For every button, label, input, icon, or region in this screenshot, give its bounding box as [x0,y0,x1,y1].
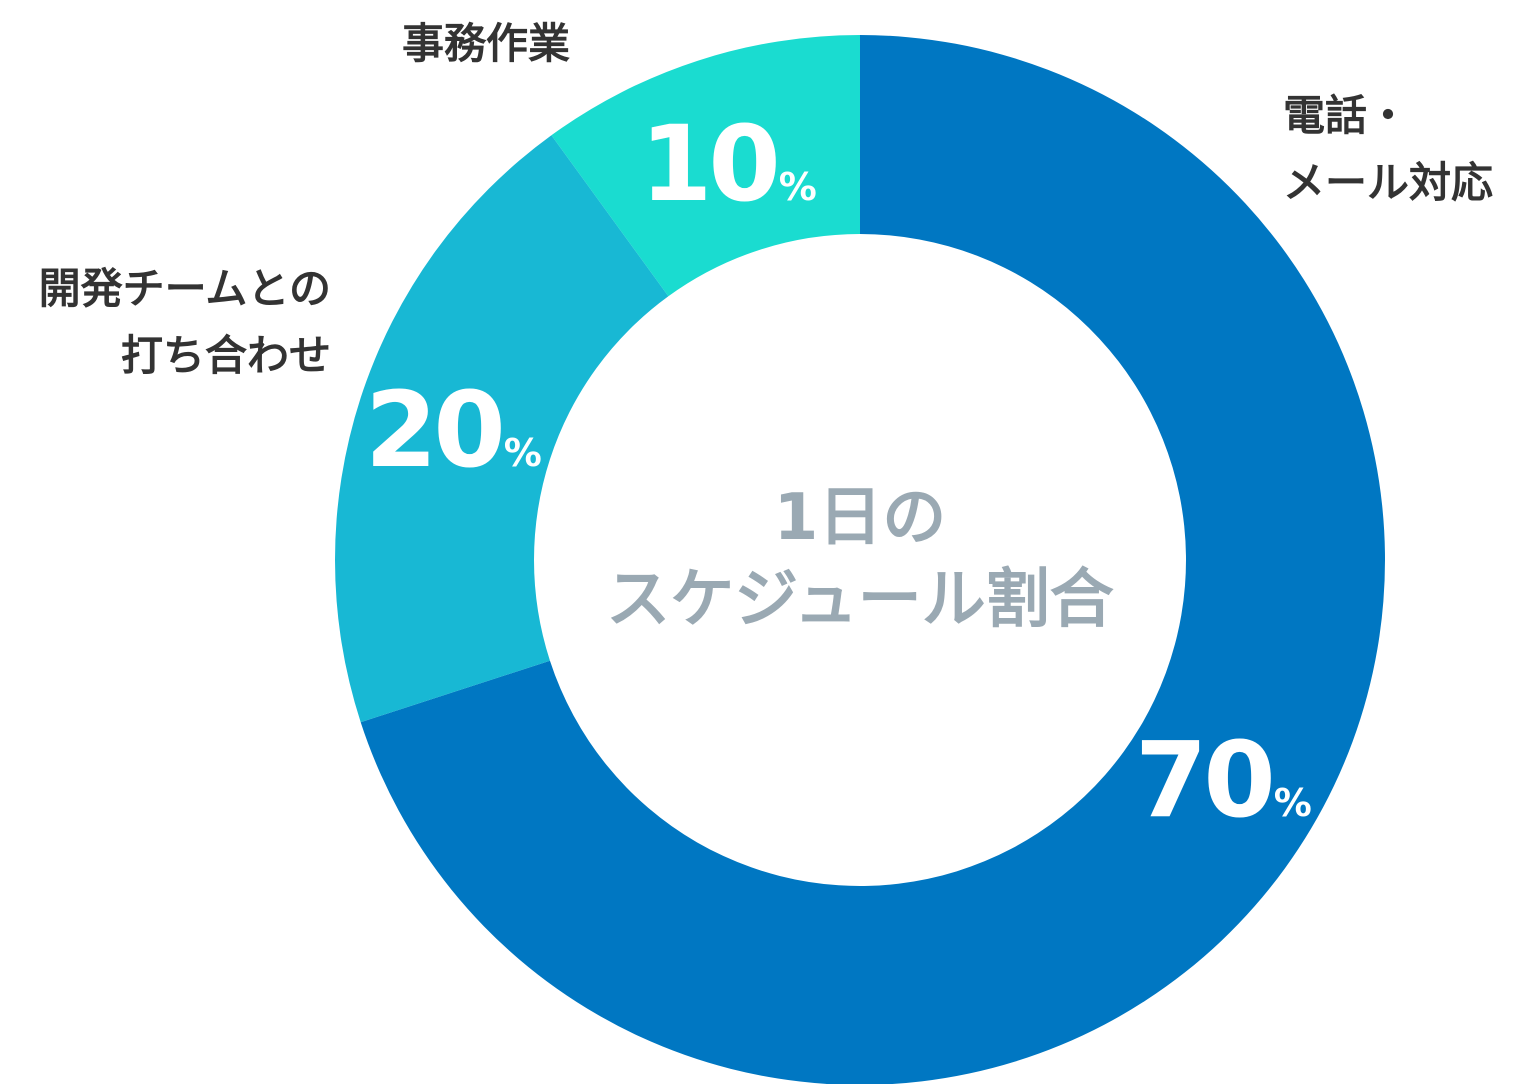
label-dev-meeting-line1: 開発チームとの [38,264,331,313]
label-dev-meeting: 開発チームとの 打ち合わせ [39,255,331,389]
pct-label-phone-mail: 70% [1135,728,1312,832]
pct-value-phone-mail: 70 [1135,719,1276,841]
label-phone-mail-line2: メール対応 [1283,158,1494,208]
pct-unit-dev-meeting: % [503,431,542,475]
chart-title-line2: スケジュール割合 [606,562,1114,637]
label-dev-meeting-line2: 打ち合わせ [120,331,331,381]
label-phone-mail-line1: 電話・ [1283,91,1410,140]
pct-label-dev-meeting: 20% [365,378,542,482]
slice-phone-mail [360,35,1385,1084]
pct-value-dev-meeting: 20 [365,369,506,491]
label-office-work: 事務作業 [402,10,570,77]
chart-title-line1: 1日の [773,481,947,555]
pct-value-office-work: 10 [640,103,781,225]
pct-unit-phone-mail: % [1273,781,1312,825]
slices-group [334,34,1385,1084]
label-office-work-line1: 事務作業 [402,19,571,68]
chart-title: 1日の スケジュール割合 [560,478,1160,642]
slice-office-work [551,34,860,297]
label-phone-mail: 電話・ メール対応 [1283,82,1493,216]
pct-label-office-work: 10% [640,112,817,216]
pct-unit-office-work: % [778,165,817,209]
slice-dev-meeting [334,135,669,723]
